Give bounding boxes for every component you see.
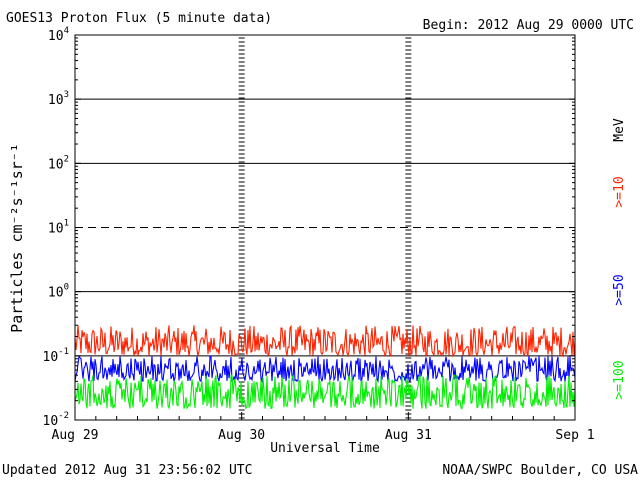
y-axis-label: Particles cm⁻²s⁻¹sr⁻¹	[8, 143, 26, 333]
legend-item-10mev: >=10	[612, 176, 627, 207]
x-tick-label: Sep 1	[555, 428, 594, 443]
series-line-2	[74, 374, 576, 410]
y-axis-ticks: 104 103 102 101 100 10-1 10-2	[43, 26, 575, 429]
series-layer	[74, 324, 576, 410]
series-line-0	[74, 324, 576, 358]
legend-unit: MeV	[612, 118, 627, 142]
x-tick-label: Aug 29	[52, 428, 99, 443]
legend-item-50mev: >=50	[612, 274, 627, 305]
begin-label: Begin: 2012 Aug 29 0000 UTC	[423, 18, 634, 33]
legend-item-100mev: >=100	[612, 360, 627, 399]
x-axis-label: Universal Time	[270, 441, 380, 456]
x-tick-label: Aug 31	[385, 428, 432, 443]
y-tick-label: 103	[48, 90, 69, 108]
y-tick-label: 10-2	[43, 411, 70, 429]
y-tick-label: 102	[48, 154, 69, 172]
source-footer: NOAA/SWPC Boulder, CO USA	[442, 463, 638, 478]
y-tick-label: 104	[48, 26, 69, 44]
x-tick-label: Aug 30	[218, 428, 265, 443]
series-line-1	[74, 355, 576, 384]
y-tick-label: 101	[48, 219, 69, 237]
y-tick-label: 10-1	[43, 347, 70, 365]
chart-title: GOES13 Proton Flux (5 minute data)	[6, 11, 272, 26]
x-axis-ticks: Aug 29 Aug 30 Aug 31 Sep 1	[52, 412, 595, 443]
y-tick-label: 100	[48, 283, 69, 301]
updated-footer: Updated 2012 Aug 31 23:56:02 UTC	[2, 463, 252, 478]
